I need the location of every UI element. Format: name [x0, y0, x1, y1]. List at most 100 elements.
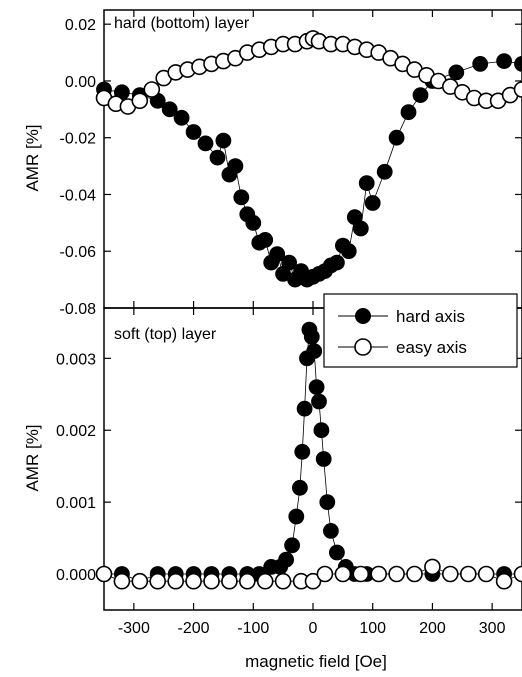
top-hard-axis-point	[334, 237, 351, 254]
bottom-easy-axis-point	[149, 572, 166, 590]
top-hard-axis-point	[412, 87, 429, 103]
top-hard-axis-point	[322, 257, 339, 274]
legend-marker-easy-axis	[354, 338, 372, 356]
top-hard-axis-point	[472, 56, 489, 72]
bottom-easy-axis-point	[239, 572, 256, 590]
bottom-hard-axis-point	[306, 343, 323, 360]
top-hard-axis-point	[185, 124, 202, 140]
legend-label-hard-axis: hard axis	[396, 307, 465, 326]
top-hard-axis-point	[400, 104, 417, 121]
top-hard-axis-point	[251, 234, 268, 251]
bottom-hard-axis-point	[328, 544, 345, 561]
bottom-hard-axis-point	[319, 494, 336, 511]
top-y-tick-label: -0.04	[60, 187, 97, 204]
top-hard-axis-point	[388, 129, 405, 146]
bottom-easy-axis-point	[256, 572, 274, 590]
bottom-easy-axis-point	[334, 565, 352, 583]
bottom-x-tick-label: -300	[118, 620, 150, 637]
bottom-hard-axis-point	[278, 551, 295, 568]
bottom-easy-axis-point	[203, 572, 220, 590]
top-hard-axis-point	[197, 135, 214, 152]
bottom-easy-axis-point	[113, 572, 131, 590]
bottom-easy-axis-point	[477, 565, 495, 583]
bottom-easy-axis-point	[316, 565, 334, 583]
top-y-axis-label: AMR [%]	[23, 124, 42, 191]
top-hard-axis-point	[364, 195, 381, 211]
bottom-hard-axis-point	[303, 328, 320, 345]
bottom-x-tick-label: -100	[237, 620, 269, 637]
top-easy-axis-point	[513, 81, 522, 98]
bottom-hard-axis-point	[294, 443, 311, 460]
legend-marker-hard-axis	[355, 308, 371, 324]
bottom-easy-axis-point	[131, 572, 149, 590]
top-hard-axis-point	[227, 158, 244, 175]
bottom-y-tick-label: 0.003	[56, 351, 96, 368]
top-hard-axis-point	[311, 265, 327, 282]
bottom-easy-axis-point	[513, 565, 522, 583]
bottom-y-axis-label: AMR [%]	[23, 424, 42, 491]
x-axis-label: magnetic field [Oe]	[245, 652, 387, 671]
top-hard-axis-point	[161, 101, 178, 118]
bottom-axis-ticks: -300 -200 -100 0 100 200 300 0.000 0.001 0.002 0.0…	[56, 308, 522, 637]
bottom-easy-axis-point	[95, 565, 113, 583]
bottom-hard-axis-point	[311, 393, 327, 410]
top-hard-axis-point	[358, 175, 375, 192]
top-y-tick-label: 0.02	[65, 17, 96, 34]
bottom-easy-axis-point	[221, 572, 238, 590]
top-axis-ticks: -0.08 -0.06 -0.04 -0.02 0.00 0.02	[60, 10, 522, 318]
bottom-x-tick-label: 200	[419, 620, 446, 637]
bottom-hard-axis-point	[322, 523, 339, 539]
bottom-easy-axis-point	[406, 565, 423, 583]
top-series-markers	[95, 30, 522, 288]
top-panel-annotation: hard (bottom) layer	[114, 15, 250, 32]
top-easy-axis-point	[143, 81, 161, 98]
bottom-x-tick-label: 0	[309, 620, 318, 637]
bottom-panel-annotation: soft (top) layer	[114, 326, 217, 343]
bottom-easy-axis-point	[185, 572, 202, 590]
top-y-tick-label: 0.00	[65, 74, 96, 91]
top-easy-axis-point	[131, 92, 149, 110]
top-panel: -0.08 -0.06 -0.04 -0.02 0.00 0.02 hard (botto…	[23, 9, 522, 318]
bottom-easy-axis-point	[424, 558, 441, 576]
legend-label-easy-axis: easy axis	[396, 338, 467, 357]
bottom-y-tick-label: 0.002	[56, 423, 96, 440]
bottom-hard-axis-point	[291, 479, 308, 496]
top-y-tick-label: -0.02	[60, 131, 97, 148]
top-hard-axis-point	[263, 254, 280, 271]
bottom-easy-axis-point	[304, 572, 322, 590]
bottom-easy-axis-point	[352, 565, 370, 583]
top-plot-frame	[103, 9, 522, 309]
bottom-hard-axis-point	[284, 537, 301, 554]
top-hard-axis-point	[233, 189, 250, 206]
bottom-x-tick-label: 100	[359, 620, 386, 637]
top-y-tick-label: -0.08	[60, 301, 97, 318]
bottom-easy-axis-point	[388, 565, 405, 583]
legend: hard axis easy axis	[323, 293, 518, 368]
bottom-series-markers	[95, 321, 522, 590]
bottom-hard-axis-point	[288, 508, 305, 525]
bottom-y-tick-label: 0.001	[56, 495, 96, 512]
bottom-easy-axis-point	[167, 572, 184, 590]
bottom-x-tick-label: -200	[178, 620, 210, 637]
top-hard-axis-point	[376, 163, 393, 180]
top-hard-axis-point	[173, 109, 190, 126]
bottom-easy-axis-point	[441, 565, 459, 583]
legend-item-easy-axis: easy axis	[338, 338, 467, 357]
bottom-hard-axis-point	[296, 400, 313, 417]
top-hard-axis-point	[209, 149, 226, 166]
legend-item-hard-axis: hard axis	[338, 307, 465, 326]
bottom-easy-axis-point	[370, 565, 388, 583]
legend-box	[323, 293, 518, 368]
top-y-tick-label: -0.06	[60, 244, 97, 261]
bottom-panel: -300 -200 -100 0 100 200 300 0.000 0.001 0.002 0.0…	[23, 307, 522, 671]
bottom-hard-axis-point	[313, 422, 330, 439]
bottom-easy-axis-point	[459, 565, 477, 583]
bottom-y-tick-label: 0.000	[56, 567, 96, 584]
top-hard-axis-point	[496, 53, 513, 69]
bottom-x-tick-label: 300	[479, 620, 506, 637]
bottom-hard-axis-point	[308, 379, 325, 396]
top-hard-axis-point	[448, 64, 465, 81]
top-hard-axis-point	[239, 206, 256, 223]
top-hard-axis-point	[514, 56, 522, 72]
